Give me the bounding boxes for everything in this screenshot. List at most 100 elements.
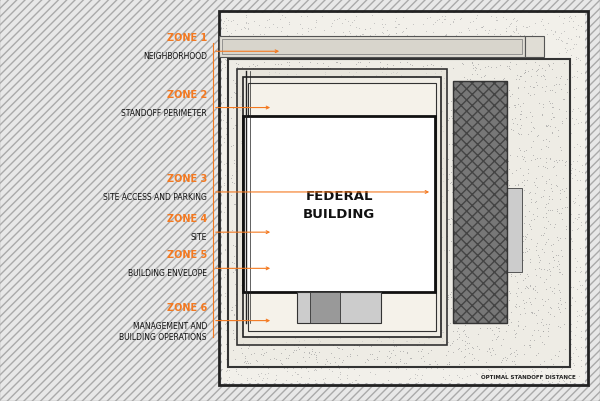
Point — [424, 327, 434, 334]
Point — [417, 221, 427, 227]
Point — [278, 87, 287, 94]
Point — [413, 311, 422, 318]
Point — [391, 363, 401, 370]
Point — [540, 204, 550, 211]
Point — [547, 111, 557, 117]
Point — [416, 100, 425, 107]
Point — [478, 248, 488, 254]
Point — [237, 327, 247, 333]
Point — [520, 213, 530, 219]
Point — [250, 191, 259, 198]
Point — [341, 316, 351, 323]
Point — [301, 294, 310, 301]
Point — [374, 336, 383, 342]
Point — [491, 65, 501, 71]
Point — [521, 46, 531, 52]
Point — [251, 50, 260, 57]
Point — [353, 197, 363, 204]
Point — [554, 66, 564, 72]
Point — [234, 133, 244, 139]
Point — [344, 280, 354, 286]
Point — [465, 316, 475, 323]
Point — [453, 281, 463, 287]
Point — [451, 127, 461, 133]
Point — [296, 54, 306, 61]
Point — [359, 97, 369, 104]
Point — [437, 166, 446, 172]
Point — [283, 222, 292, 228]
Point — [265, 173, 274, 180]
Point — [394, 249, 403, 255]
Point — [406, 354, 416, 361]
Point — [257, 232, 266, 239]
Point — [467, 297, 476, 304]
Point — [472, 340, 482, 347]
Point — [377, 212, 387, 218]
Point — [541, 137, 550, 143]
Point — [238, 98, 248, 105]
Point — [445, 107, 455, 113]
Point — [261, 342, 271, 348]
Point — [245, 170, 254, 176]
Point — [351, 92, 361, 99]
Point — [553, 239, 562, 246]
Point — [462, 340, 472, 346]
Point — [387, 36, 397, 42]
Point — [483, 176, 493, 183]
Point — [488, 98, 498, 105]
Point — [454, 237, 463, 243]
Point — [519, 155, 529, 161]
Point — [412, 285, 422, 292]
Point — [256, 235, 265, 242]
Point — [270, 110, 280, 116]
Point — [430, 216, 440, 222]
Point — [251, 233, 261, 239]
Point — [557, 109, 567, 115]
Point — [339, 265, 349, 272]
Point — [464, 63, 473, 69]
Point — [341, 348, 351, 354]
Point — [285, 308, 295, 314]
Point — [461, 85, 470, 92]
Point — [277, 62, 286, 68]
Point — [511, 338, 521, 345]
Point — [222, 347, 232, 353]
Point — [276, 38, 286, 44]
Point — [402, 187, 412, 193]
Point — [356, 138, 365, 145]
Point — [337, 150, 346, 157]
Point — [220, 210, 229, 216]
Point — [461, 205, 470, 212]
Point — [472, 130, 482, 136]
Point — [460, 257, 469, 263]
Point — [319, 78, 328, 84]
Point — [438, 316, 448, 322]
Point — [260, 357, 269, 363]
Point — [446, 230, 456, 237]
Point — [278, 107, 287, 114]
Point — [443, 169, 453, 176]
Point — [395, 60, 405, 66]
Point — [277, 249, 287, 256]
Point — [311, 188, 320, 194]
Point — [235, 93, 245, 99]
Point — [323, 265, 333, 271]
Point — [571, 55, 580, 61]
Point — [345, 182, 355, 189]
Point — [293, 298, 303, 305]
Point — [323, 178, 333, 184]
Point — [398, 124, 408, 131]
Point — [223, 269, 233, 275]
Point — [283, 325, 292, 332]
Point — [257, 62, 267, 68]
Point — [540, 67, 550, 74]
Point — [391, 186, 401, 193]
Point — [379, 350, 389, 356]
Point — [468, 206, 478, 212]
Point — [279, 79, 289, 86]
Point — [403, 262, 413, 269]
Point — [238, 215, 248, 221]
Point — [346, 295, 356, 301]
Point — [311, 273, 320, 279]
Point — [471, 37, 481, 43]
